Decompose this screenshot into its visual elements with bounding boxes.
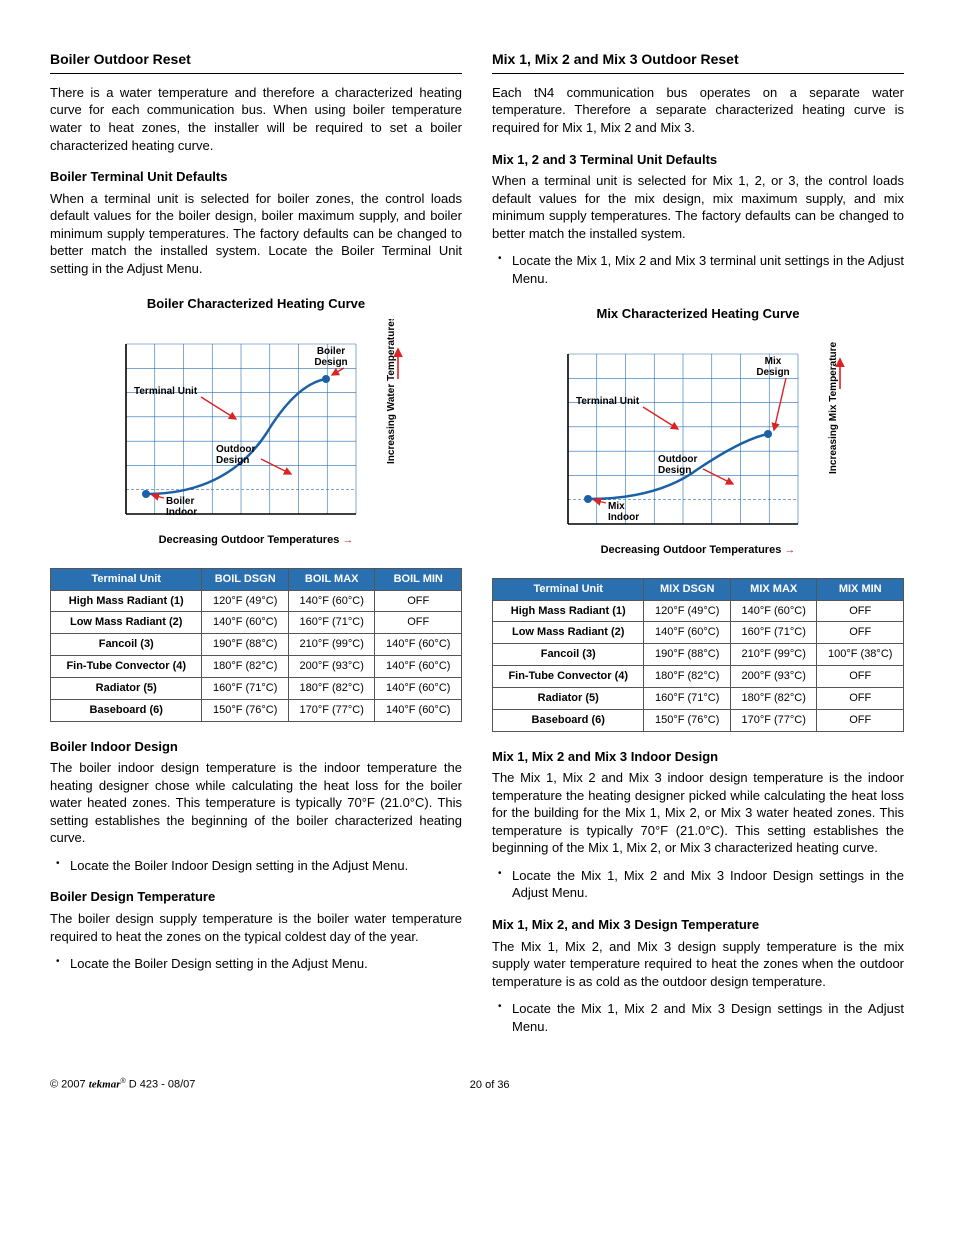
footer-brand: tekmar	[89, 1079, 121, 1091]
svg-text:Mix: Mix	[608, 501, 625, 512]
right-column: Mix 1, Mix 2 and Mix 3 Outdoor Reset Eac…	[492, 50, 904, 1047]
footer-left: © 2007 tekmar® D 423 - 08/07	[50, 1077, 195, 1093]
svg-text:Increasing Mix Temperature: Increasing Mix Temperature	[828, 341, 839, 474]
left-h3-indoor-design: Boiler Indoor Design	[50, 738, 462, 756]
svg-text:Boiler: Boiler	[317, 346, 345, 357]
mix-chart: Mix Characterized Heating Curve MixDesig…	[492, 305, 904, 557]
right-bullet-design-temp: Locate the Mix 1, Mix 2 and Mix 3 Design…	[492, 1000, 904, 1035]
left-heading: Boiler Outdoor Reset	[50, 50, 462, 74]
left-intro: There is a water temperature and therefo…	[50, 84, 462, 154]
right-intro: Each tN4 communication bus operates on a…	[492, 84, 904, 137]
boiler-chart-svg: BoilerDesignTerminal UnitOutdoorDesignBo…	[96, 319, 416, 529]
right-bullet-indoor-design: Locate the Mix 1, Mix 2 and Mix 3 Indoor…	[492, 867, 904, 902]
right-bullet-terminal-defaults: Locate the Mix 1, Mix 2 and Mix 3 termin…	[492, 252, 904, 287]
mix-chart-title: Mix Characterized Heating Curve	[492, 305, 904, 323]
svg-text:Indoor: Indoor	[608, 512, 639, 523]
svg-text:Design: Design	[658, 465, 691, 476]
left-p-indoor-design: The boiler indoor design temperature is …	[50, 759, 462, 847]
right-h3-terminal-defaults: Mix 1, 2 and 3 Terminal Unit Defaults	[492, 151, 904, 169]
svg-text:Terminal Unit: Terminal Unit	[576, 396, 640, 407]
svg-text:Terminal Unit: Terminal Unit	[134, 386, 198, 397]
svg-text:Increasing Water Temperatures: Increasing Water Temperatures	[386, 319, 397, 464]
svg-text:Design: Design	[216, 455, 249, 466]
svg-text:Outdoor: Outdoor	[216, 444, 256, 455]
boiler-chart: Boiler Characterized Heating Curve Boile…	[50, 295, 462, 547]
svg-text:Outdoor: Outdoor	[658, 454, 698, 465]
right-heading: Mix 1, Mix 2 and Mix 3 Outdoor Reset	[492, 50, 904, 74]
mix-chart-svg: MixDesignTerminal UnitOutdoorDesignMixIn…	[538, 329, 858, 539]
mix-table: Terminal UnitMIX DSGNMIX MAXMIX MINHigh …	[492, 578, 904, 732]
left-p-terminal-defaults: When a terminal unit is selected for boi…	[50, 190, 462, 278]
mix-chart-xaxis: Decreasing Outdoor Temperatures →	[492, 543, 904, 558]
page-footer: © 2007 tekmar® D 423 - 08/07 20 of 36	[50, 1077, 904, 1093]
boiler-chart-xaxis: Decreasing Outdoor Temperatures →	[50, 533, 462, 548]
page-columns: Boiler Outdoor Reset There is a water te…	[50, 50, 904, 1047]
right-p-indoor-design: The Mix 1, Mix 2 and Mix 3 indoor design…	[492, 769, 904, 857]
right-h3-design-temp: Mix 1, Mix 2, and Mix 3 Design Temperatu…	[492, 916, 904, 934]
svg-text:Design: Design	[756, 367, 789, 378]
left-h3-design-temp: Boiler Design Temperature	[50, 888, 462, 906]
left-column: Boiler Outdoor Reset There is a water te…	[50, 50, 462, 1047]
left-p-design-temp: The boiler design supply temperature is …	[50, 910, 462, 945]
svg-text:Mix: Mix	[765, 356, 782, 367]
right-p-design-temp: The Mix 1, Mix 2, and Mix 3 design suppl…	[492, 938, 904, 991]
footer-page: 20 of 36	[470, 1078, 510, 1093]
svg-text:Boiler: Boiler	[166, 496, 194, 507]
svg-text:Design: Design	[314, 357, 347, 368]
svg-text:Indoor: Indoor	[166, 507, 197, 518]
boiler-table: Terminal UnitBOIL DSGNBOIL MAXBOIL MINHi…	[50, 568, 462, 722]
left-h3-terminal-defaults: Boiler Terminal Unit Defaults	[50, 168, 462, 186]
left-bullet-design-temp: Locate the Boiler Design setting in the …	[50, 955, 462, 973]
right-p-terminal-defaults: When a terminal unit is selected for Mix…	[492, 172, 904, 242]
right-h3-indoor-design: Mix 1, Mix 2 and Mix 3 Indoor Design	[492, 748, 904, 766]
left-bullet-indoor-design: Locate the Boiler Indoor Design setting …	[50, 857, 462, 875]
boiler-chart-title: Boiler Characterized Heating Curve	[50, 295, 462, 313]
